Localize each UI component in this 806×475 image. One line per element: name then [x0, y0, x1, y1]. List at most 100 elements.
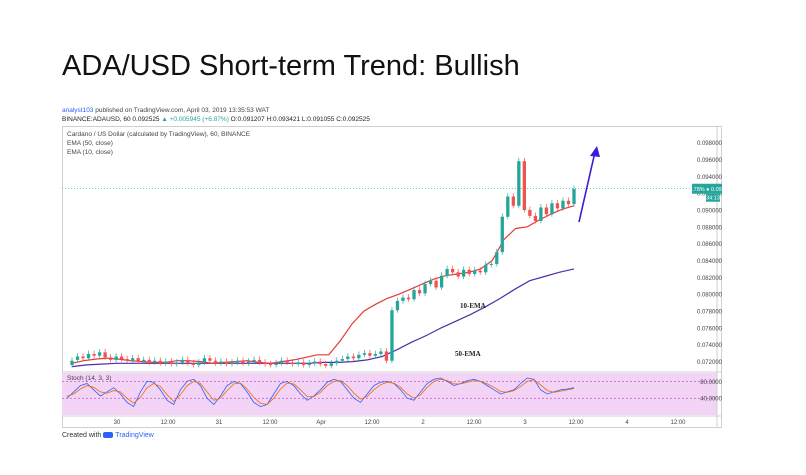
ema50-legend: EMA (50, close) — [67, 140, 113, 147]
candle-body — [401, 297, 405, 301]
ema10-line — [71, 205, 575, 364]
candle-body — [500, 216, 504, 253]
quote-ohlc: O:0.091207 H:0.093421 L:0.091055 C:0.092… — [228, 116, 370, 123]
candle-body — [373, 354, 378, 356]
candle-body — [186, 359, 190, 364]
candle-body — [495, 252, 499, 264]
candle-body — [566, 200, 571, 205]
quote-change: ▲ +0.005945 (+6.87%) — [161, 116, 229, 123]
y-tick-label: 0.082000 — [697, 276, 722, 282]
candle-body — [175, 362, 179, 365]
candle-body — [279, 360, 284, 364]
candle-body — [533, 215, 538, 221]
y-tick-label: 0.084000 — [697, 259, 722, 265]
countdown-badge — [706, 193, 720, 202]
candle-body — [75, 356, 80, 360]
candle-body — [335, 360, 339, 364]
candle-body — [296, 362, 300, 365]
x-tick-label: 12:00 — [364, 420, 380, 426]
candle-body — [384, 351, 389, 361]
x-tick-label: 2 — [421, 420, 425, 426]
trend-arrow-shaft — [578, 151, 596, 223]
publish-text: published on TradingView.com, April 03, … — [93, 107, 270, 114]
candle-body — [550, 203, 554, 215]
candle-body — [219, 361, 223, 364]
y-tick-label: 0.080000 — [697, 293, 722, 299]
candle-body — [164, 361, 168, 364]
candle-body — [86, 354, 91, 359]
candle-body — [313, 361, 317, 364]
author-link[interactable]: analyst103 — [62, 107, 94, 114]
candle-body — [467, 269, 471, 274]
y-tick-label: 0.090000 — [697, 209, 722, 215]
candle-body — [506, 196, 510, 217]
trend-arrow-head — [590, 146, 600, 157]
y-tick-label: 0.096000 — [697, 158, 722, 164]
candle-body — [136, 358, 140, 362]
candle-body — [511, 196, 515, 206]
candle-body — [70, 360, 74, 365]
candle-body — [252, 359, 256, 362]
y-tick-label: 0.088000 — [697, 225, 722, 231]
y-tick-label: 0.072000 — [697, 360, 722, 366]
price-chart[interactable]: 0.0980000.0960000.0940000.0920000.090000… — [62, 126, 722, 428]
x-tick-label: 12:00 — [568, 420, 584, 426]
candle-body — [362, 353, 367, 355]
candle-body — [390, 310, 394, 361]
candle-body — [230, 362, 234, 365]
candle-body — [528, 210, 532, 216]
slide-title: ADA/USD Short-term Trend: Bullish — [62, 50, 520, 82]
candle-body — [478, 270, 482, 273]
y-tick-label: 0.094000 — [697, 175, 722, 181]
candle-body — [274, 363, 278, 365]
candle-body — [439, 275, 444, 288]
candle-body — [450, 268, 455, 273]
candle-body — [340, 359, 344, 361]
candle-body — [197, 362, 201, 365]
candle-body — [263, 362, 267, 365]
candle-body — [169, 361, 173, 365]
candle-body — [395, 300, 400, 311]
candle-body — [517, 161, 521, 206]
candle-body — [208, 358, 212, 361]
candle-body — [142, 359, 146, 362]
ema10-legend: EMA (10, close) — [67, 149, 113, 156]
ema50-annotation: 50-EMA — [455, 350, 481, 358]
ema10-annotation: 10-EMA — [460, 302, 486, 310]
candle-body — [428, 280, 433, 285]
candle-body — [97, 352, 102, 356]
x-tick-label: 12:00 — [262, 420, 278, 426]
candle-body — [158, 360, 162, 364]
quote-prefix: BINANCE:ADAUSD, 60 0.092525 — [62, 116, 162, 123]
candle-body — [235, 360, 240, 363]
candle-body — [153, 360, 157, 363]
candle-body — [108, 357, 113, 360]
candle-body — [423, 284, 427, 294]
stoch-k-line — [66, 377, 575, 408]
footer: Created with TradingView — [62, 432, 154, 439]
candle-body — [119, 356, 124, 360]
x-tick-label: 3 — [523, 420, 527, 426]
candle-body — [191, 363, 196, 365]
candle-body — [379, 351, 383, 354]
candle-body — [147, 359, 151, 363]
candle-body — [202, 358, 207, 363]
candle-body — [346, 356, 350, 360]
candle-body — [434, 280, 438, 288]
stoch-tick-label: 80.0000 — [700, 380, 722, 386]
stoch-d-line — [66, 378, 575, 405]
candle-body — [224, 361, 229, 365]
tradingview-link[interactable]: TradingView — [115, 432, 154, 439]
candle-body — [456, 272, 460, 277]
footer-prefix: Created with — [62, 432, 102, 439]
candle-body — [246, 361, 251, 364]
stoch-tick-label: 40.0000 — [700, 397, 722, 403]
chart-frame — [62, 126, 722, 428]
candle-body — [324, 364, 328, 366]
candle-body — [213, 360, 218, 364]
last-price-badge — [692, 183, 722, 194]
candle-body — [357, 354, 361, 359]
candle-body — [539, 207, 543, 221]
candle-body — [351, 356, 355, 359]
countdown-label: 34:13 — [706, 196, 720, 202]
